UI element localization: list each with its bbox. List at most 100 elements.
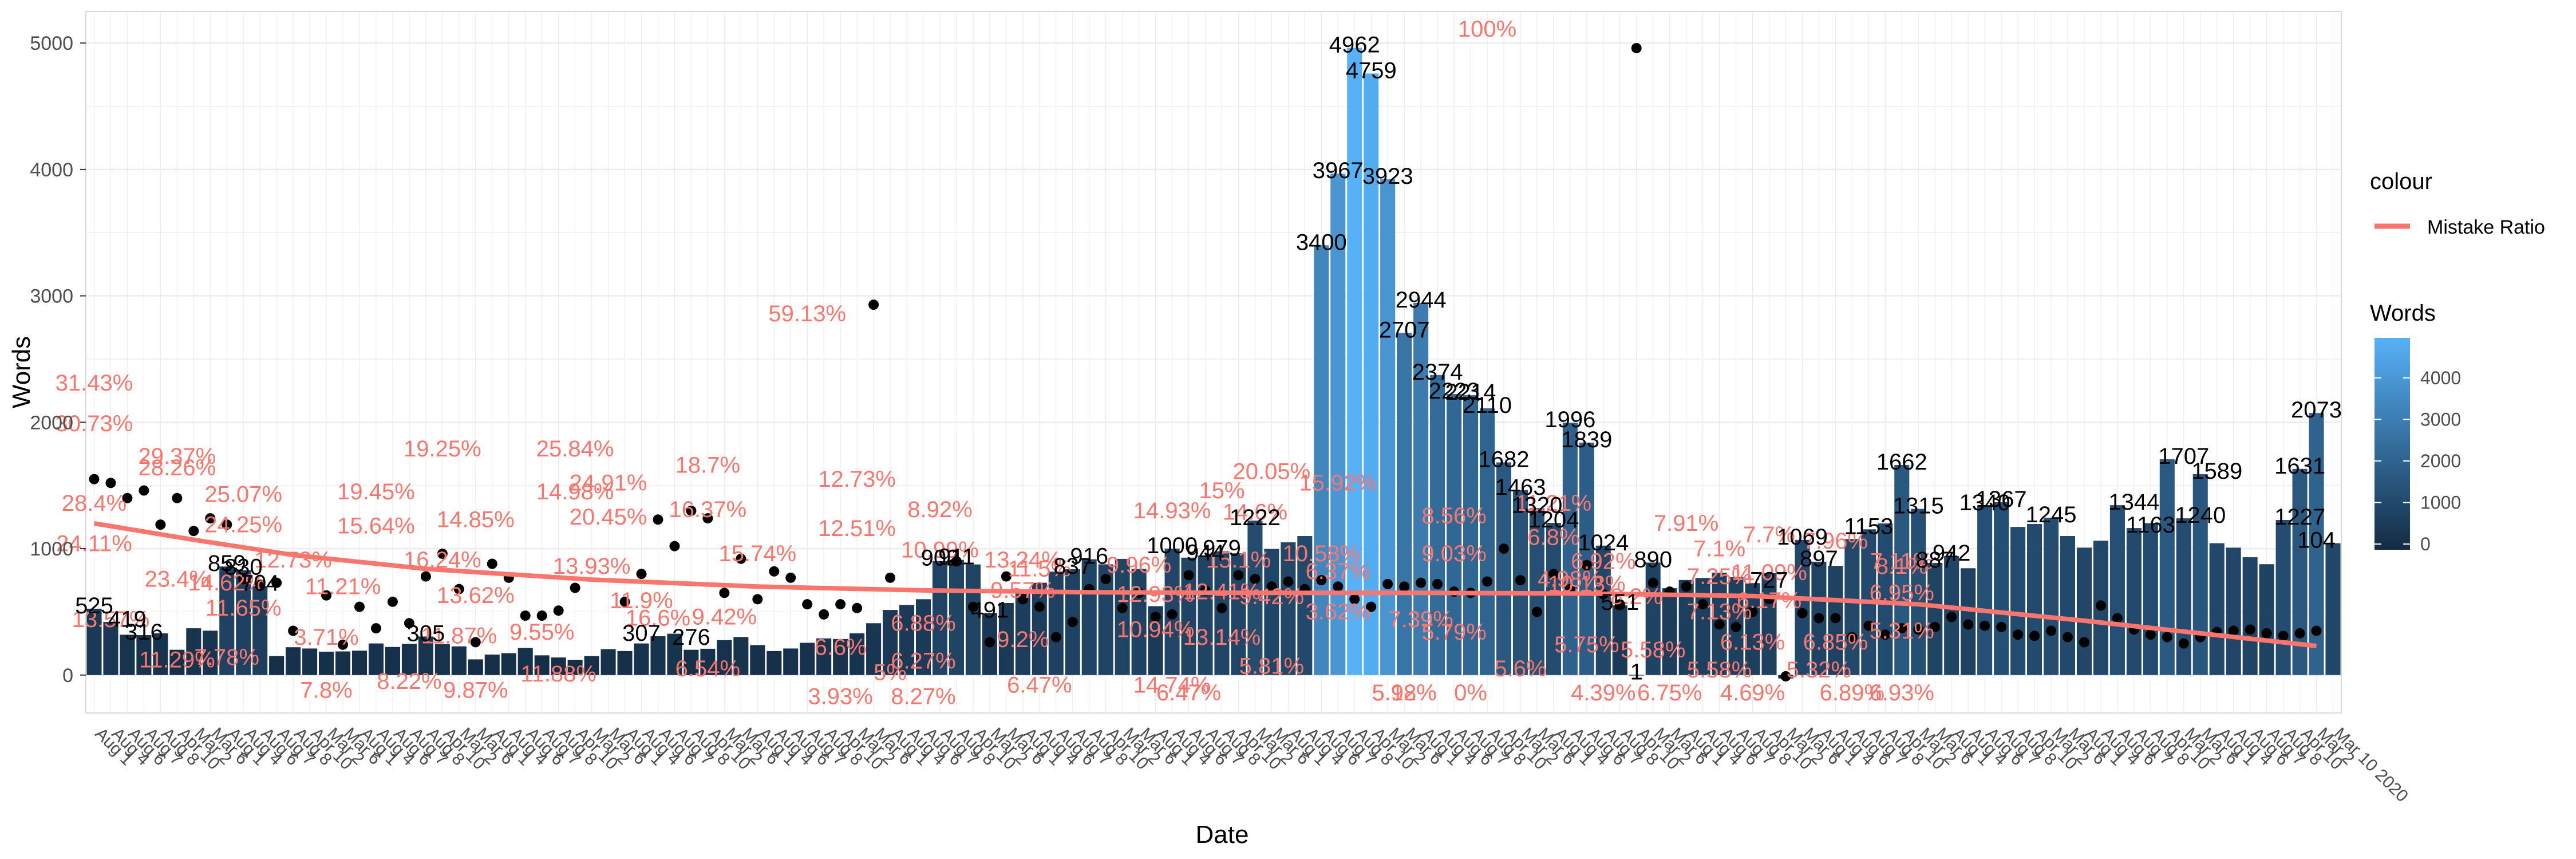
bar xyxy=(1795,539,1810,675)
bar xyxy=(1927,563,1943,675)
scatter-point xyxy=(1333,581,1344,592)
scatter-point xyxy=(885,572,896,583)
bar xyxy=(2176,518,2191,675)
bar xyxy=(2143,523,2158,675)
bar xyxy=(600,649,616,675)
ratio-label: 5.79% xyxy=(1421,620,1486,645)
ratio-label: 6.37% xyxy=(1306,559,1370,584)
scatter-point xyxy=(2278,631,2289,641)
bar xyxy=(1347,48,1362,675)
ratio-label: 6.92% xyxy=(1571,549,1635,574)
bar xyxy=(750,645,765,675)
ratio-label: 12.73% xyxy=(254,547,332,573)
bar xyxy=(120,635,135,675)
scatter-point xyxy=(188,526,199,537)
ratio-label: 13.62% xyxy=(437,583,515,608)
ratio-label: 7.7% xyxy=(1743,522,1795,547)
scatter-point xyxy=(619,596,630,607)
bar xyxy=(501,653,516,675)
legend-line-entry: Mistake Ratio xyxy=(2427,216,2545,238)
bar xyxy=(1015,592,1030,675)
bar xyxy=(319,651,334,675)
scatter-point xyxy=(2112,613,2123,624)
word-label: 944 xyxy=(1186,540,1224,565)
bar xyxy=(1281,542,1296,675)
scatter-point xyxy=(1034,601,1045,612)
word-label: 1996 xyxy=(1544,407,1595,432)
scatter-point xyxy=(636,569,647,580)
bar xyxy=(1562,423,1578,675)
bar xyxy=(1247,521,1263,675)
legend-tick-label: 4000 xyxy=(2420,368,2461,388)
scatter-point xyxy=(736,553,746,564)
word-label: 979 xyxy=(1203,536,1241,561)
ratio-label: 15.1% xyxy=(1206,547,1271,573)
scatter-point xyxy=(321,590,332,601)
scatter-point xyxy=(1946,612,1957,622)
y-axis-title: Words xyxy=(7,336,35,408)
scatter-point xyxy=(669,541,680,551)
ratio-label: 11.21% xyxy=(305,574,381,600)
scatter-point xyxy=(155,519,166,530)
bar xyxy=(2027,524,2042,675)
scatter-point xyxy=(1017,594,1028,605)
bar xyxy=(932,561,948,675)
scatter-point xyxy=(1416,577,1427,588)
word-label: 305 xyxy=(407,621,445,646)
ratio-label: 10.94% xyxy=(1117,617,1195,643)
ratio-label: 23.4% xyxy=(145,566,210,592)
ratio-label: 8.1% xyxy=(1876,554,1928,579)
scatter-point xyxy=(1482,576,1493,587)
scatter-point xyxy=(1730,621,1741,632)
bar xyxy=(2060,535,2076,675)
ratio-label: 10.58% xyxy=(1282,541,1360,566)
scatter-point xyxy=(288,625,299,636)
word-label: 1320 xyxy=(1511,492,1562,518)
scatter-point xyxy=(1498,543,1509,554)
ratio-label: 11.21% xyxy=(1516,491,1592,516)
scatter-point xyxy=(1349,594,1360,605)
bar xyxy=(534,655,550,675)
bar xyxy=(667,633,682,675)
bar xyxy=(998,602,1014,675)
scatter-point xyxy=(1515,575,1526,586)
word-label: 276 xyxy=(672,625,710,650)
scatter-point xyxy=(1548,569,1559,580)
bar xyxy=(1595,545,1611,675)
scatter-point xyxy=(2145,629,2156,640)
legend-tick-label: 0 xyxy=(2420,534,2431,554)
word-label: 902 xyxy=(921,546,959,571)
ratio-label: 19.25% xyxy=(404,436,481,462)
bar xyxy=(2109,505,2125,675)
bar xyxy=(286,647,301,675)
ratio-label: 0% xyxy=(1454,680,1487,706)
scatter-point xyxy=(1996,621,2007,632)
bar xyxy=(2259,564,2274,675)
word-label: 525 xyxy=(75,593,113,618)
bar xyxy=(551,657,566,675)
bar xyxy=(1496,462,1512,675)
scatter-point xyxy=(2013,629,2024,640)
ratio-label: 13.14% xyxy=(1183,625,1261,650)
ratio-label: 19.45% xyxy=(337,479,415,505)
word-label: 1367 xyxy=(1976,487,2027,512)
ratio-label: 12.73% xyxy=(818,467,896,492)
scatter-point xyxy=(1167,609,1178,620)
ratio-label: 6.85% xyxy=(1803,630,1868,655)
scatter-point xyxy=(2095,600,2106,611)
word-label: 2223 xyxy=(1429,379,1480,404)
ratio-label: 20.45% xyxy=(570,505,647,530)
scatter-point xyxy=(255,579,266,590)
ratio-label: 16.37% xyxy=(669,497,747,522)
ratio-label: 7.96% xyxy=(1803,529,1868,554)
word-label: 419 xyxy=(108,606,147,632)
ratio-label: 5.81% xyxy=(1239,654,1304,679)
bar xyxy=(368,643,384,675)
bar xyxy=(401,644,417,675)
scatter-point xyxy=(1366,601,1377,612)
ratio-label: 8.2% xyxy=(1610,584,1662,609)
word-label: 1589 xyxy=(2191,459,2242,484)
scatter-point xyxy=(1382,578,1393,589)
ratio-label: 9.42% xyxy=(1239,584,1304,609)
word-label: 859 xyxy=(208,551,246,576)
